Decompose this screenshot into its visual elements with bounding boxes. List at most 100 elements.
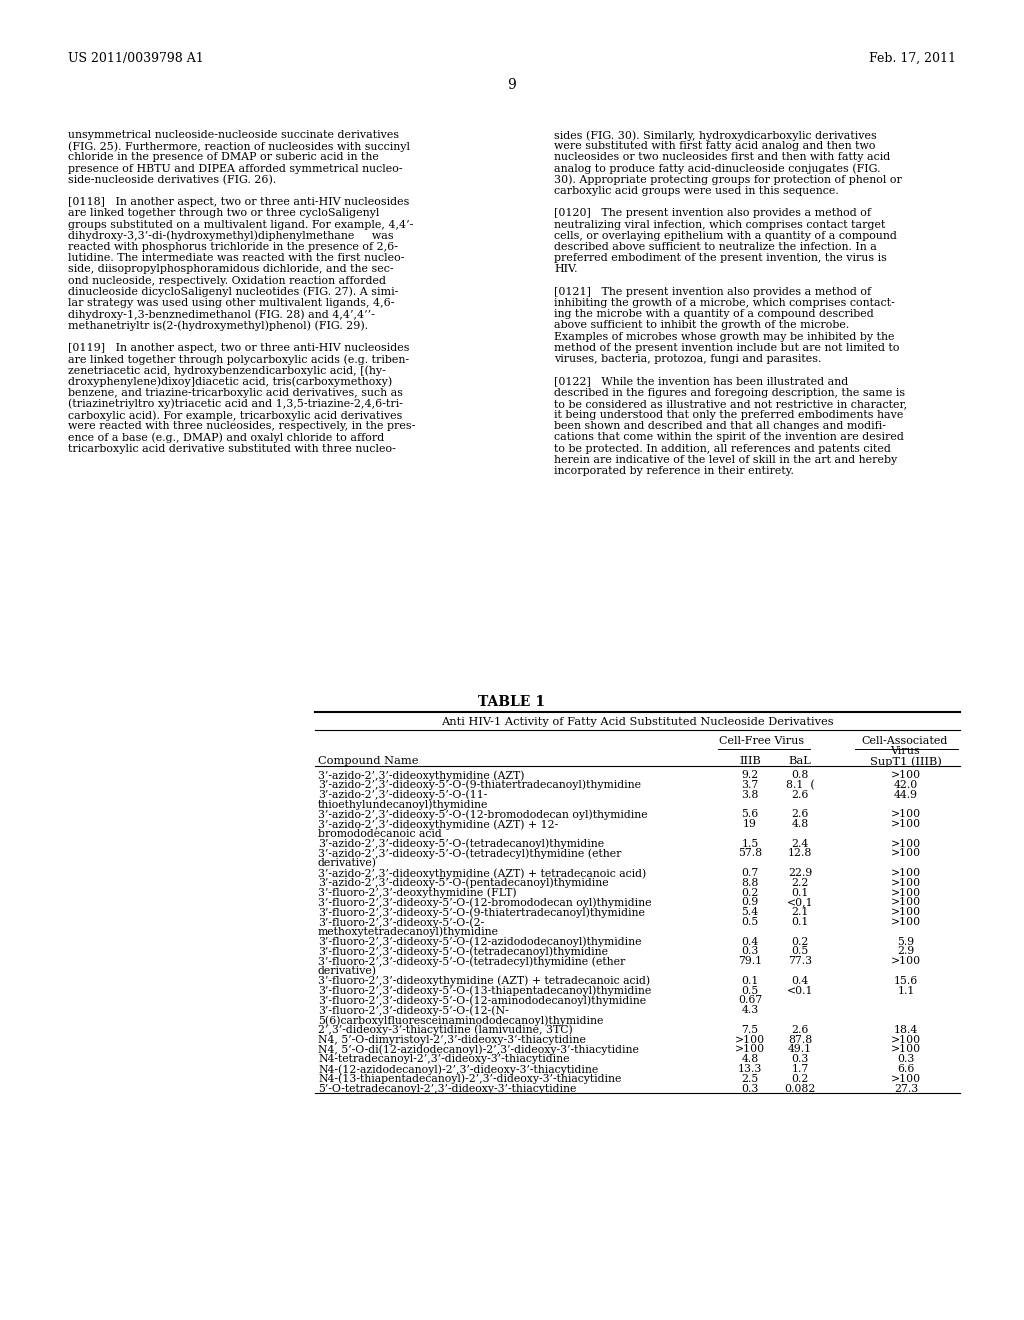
Text: unsymmetrical nucleoside-nucleoside succinate derivatives: unsymmetrical nucleoside-nucleoside succ…	[68, 129, 399, 140]
Text: Cell-Free Virus: Cell-Free Virus	[720, 737, 805, 746]
Text: above sufficient to inhibit the growth of the microbe.: above sufficient to inhibit the growth o…	[554, 321, 849, 330]
Text: described above sufficient to neutralize the infection. In a: described above sufficient to neutralize…	[554, 242, 877, 252]
Text: 5.9: 5.9	[897, 937, 914, 946]
Text: >100: >100	[891, 849, 921, 858]
Text: 4.8: 4.8	[792, 818, 809, 829]
Text: 3’-fluoro-2’,3’-dideoxy-5’-O-(tetradecanoyl)thymidine: 3’-fluoro-2’,3’-dideoxy-5’-O-(tetradecan…	[318, 946, 608, 957]
Text: thioethylundecanoyl)thymidine: thioethylundecanoyl)thymidine	[318, 800, 488, 810]
Text: 0.4: 0.4	[792, 975, 809, 986]
Text: >100: >100	[891, 1073, 921, 1084]
Text: 57.8: 57.8	[738, 849, 762, 858]
Text: 0.67: 0.67	[738, 995, 762, 1006]
Text: derivative): derivative)	[318, 858, 377, 869]
Text: 3’-fluoro-2’,3’-deoxythymidine (FLT): 3’-fluoro-2’,3’-deoxythymidine (FLT)	[318, 887, 517, 898]
Text: described in the figures and foregoing description, the same is: described in the figures and foregoing d…	[554, 388, 905, 397]
Text: 0.1: 0.1	[792, 917, 809, 927]
Text: HIV.: HIV.	[554, 264, 578, 275]
Text: been shown and described and that all changes and modifi-: been shown and described and that all ch…	[554, 421, 886, 432]
Text: 0.2: 0.2	[792, 937, 809, 946]
Text: US 2011/0039798 A1: US 2011/0039798 A1	[68, 51, 204, 65]
Text: 8.1  (: 8.1 (	[785, 780, 814, 791]
Text: 4.8: 4.8	[741, 1055, 759, 1064]
Text: 5(6)carboxylfluoresceinaminododecanoyl)thymidine: 5(6)carboxylfluoresceinaminododecanoyl)t…	[318, 1015, 603, 1026]
Text: BaL: BaL	[788, 756, 811, 766]
Text: methoxytetradecanoyl)thymidine: methoxytetradecanoyl)thymidine	[318, 927, 499, 937]
Text: >100: >100	[891, 956, 921, 966]
Text: 18.4: 18.4	[894, 1024, 919, 1035]
Text: Compound Name: Compound Name	[318, 756, 419, 766]
Text: 3’-azido-2’,3’-dideoxy-5’-O-(tetradecyl)thymidine (ether: 3’-azido-2’,3’-dideoxy-5’-O-(tetradecyl)…	[318, 849, 622, 859]
Text: 2.6: 2.6	[792, 809, 809, 820]
Text: >100: >100	[891, 907, 921, 917]
Text: dihydroxy-1,3-benznedimethanol (FIG. 28) and 4,4’,4’’-: dihydroxy-1,3-benznedimethanol (FIG. 28)…	[68, 309, 375, 319]
Text: 77.3: 77.3	[787, 956, 812, 966]
Text: 13.3: 13.3	[738, 1064, 762, 1074]
Text: 0.5: 0.5	[741, 986, 759, 995]
Text: 0.7: 0.7	[741, 869, 759, 878]
Text: >100: >100	[891, 917, 921, 927]
Text: 5.6: 5.6	[741, 809, 759, 820]
Text: [0119]   In another aspect, two or three anti-HIV nucleosides: [0119] In another aspect, two or three a…	[68, 343, 410, 352]
Text: >100: >100	[891, 878, 921, 888]
Text: 0.8: 0.8	[792, 770, 809, 780]
Text: 0.3: 0.3	[897, 1055, 914, 1064]
Text: 0.2: 0.2	[792, 1073, 809, 1084]
Text: 87.8: 87.8	[787, 1035, 812, 1044]
Text: SupT1 (IIIB): SupT1 (IIIB)	[870, 756, 942, 767]
Text: nucleosides or two nucleosides first and then with fatty acid: nucleosides or two nucleosides first and…	[554, 152, 890, 162]
Text: Examples of microbes whose growth may be inhibited by the: Examples of microbes whose growth may be…	[554, 331, 895, 342]
Text: [0122]   While the invention has been illustrated and: [0122] While the invention has been illu…	[554, 376, 848, 387]
Text: zenetriacetic acid, hydroxybenzendicarboxylic acid, [(hy-: zenetriacetic acid, hydroxybenzendicarbo…	[68, 366, 386, 376]
Text: >100: >100	[891, 869, 921, 878]
Text: 3’-azido-2’,3’-dideoxythymidine (AZT): 3’-azido-2’,3’-dideoxythymidine (AZT)	[318, 770, 524, 780]
Text: Feb. 17, 2011: Feb. 17, 2011	[869, 51, 956, 65]
Text: cations that come within the spirit of the invention are desired: cations that come within the spirit of t…	[554, 433, 904, 442]
Text: side-nucleoside derivatives (FIG. 26).: side-nucleoside derivatives (FIG. 26).	[68, 174, 276, 185]
Text: methanetriyltr is(2-(hydroxymethyl)phenol) (FIG. 29).: methanetriyltr is(2-(hydroxymethyl)pheno…	[68, 321, 368, 331]
Text: ence of a base (e.g., DMAP) and oxalyl chloride to afford: ence of a base (e.g., DMAP) and oxalyl c…	[68, 433, 384, 444]
Text: 3’-azido-2’,3’-dideoxy-5’-O-(9-thiatertradecanoyl)thymidine: 3’-azido-2’,3’-dideoxy-5’-O-(9-thiatertr…	[318, 780, 641, 791]
Text: <0.1: <0.1	[786, 986, 813, 995]
Text: neutralizing viral infection, which comprises contact target: neutralizing viral infection, which comp…	[554, 219, 886, 230]
Text: 3’-fluoro-2’,3’-dideoxy-5’-O-(12-bromododecan oyl)thymidine: 3’-fluoro-2’,3’-dideoxy-5’-O-(12-bromodo…	[318, 898, 651, 908]
Text: 1.7: 1.7	[792, 1064, 809, 1074]
Text: 3.8: 3.8	[741, 789, 759, 800]
Text: <0,1: <0,1	[786, 898, 813, 907]
Text: TABLE 1: TABLE 1	[478, 696, 546, 709]
Text: reacted with phosphorus trichloride in the presence of 2,6-: reacted with phosphorus trichloride in t…	[68, 242, 398, 252]
Text: 3’-azido-2’,3’-dideoxythymidine (AZT) + tetradecanoic acid): 3’-azido-2’,3’-dideoxythymidine (AZT) + …	[318, 869, 646, 879]
Text: >100: >100	[891, 1035, 921, 1044]
Text: lar strategy was used using other multivalent ligands, 4,6-: lar strategy was used using other multiv…	[68, 298, 394, 308]
Text: herein are indicative of the level of skill in the art and hereby: herein are indicative of the level of sk…	[554, 455, 897, 465]
Text: to be protected. In addition, all references and patents cited: to be protected. In addition, all refere…	[554, 444, 891, 454]
Text: inhibiting the growth of a microbe, which comprises contact-: inhibiting the growth of a microbe, whic…	[554, 298, 895, 308]
Text: >100: >100	[735, 1044, 765, 1055]
Text: 2.6: 2.6	[792, 1024, 809, 1035]
Text: Cell-Associated: Cell-Associated	[862, 737, 948, 746]
Text: 3’-azido-2’,3’-dideoxy-5’-O-(11-: 3’-azido-2’,3’-dideoxy-5’-O-(11-	[318, 789, 487, 800]
Text: derivative): derivative)	[318, 966, 377, 977]
Text: were substituted with first fatty acid analog and then two: were substituted with first fatty acid a…	[554, 141, 876, 152]
Text: 0.4: 0.4	[741, 937, 759, 946]
Text: groups substituted on a multivalent ligand. For example, 4,4’-: groups substituted on a multivalent liga…	[68, 219, 414, 230]
Text: [0118]   In another aspect, two or three anti-HIV nucleosides: [0118] In another aspect, two or three a…	[68, 197, 410, 207]
Text: 4.3: 4.3	[741, 1006, 759, 1015]
Text: >100: >100	[891, 809, 921, 820]
Text: 2.1: 2.1	[792, 907, 809, 917]
Text: (triazinetriyltro xy)triacetic acid and 1,3,5-triazine-2,4,6-tri-: (triazinetriyltro xy)triacetic acid and …	[68, 399, 403, 409]
Text: are linked together through two or three cycloSaligenyl: are linked together through two or three…	[68, 209, 379, 218]
Text: ond nucleoside, respectively. Oxidation reaction afforded: ond nucleoside, respectively. Oxidation …	[68, 276, 386, 285]
Text: viruses, bacteria, protozoa, fungi and parasites.: viruses, bacteria, protozoa, fungi and p…	[554, 354, 821, 364]
Text: 79.1: 79.1	[738, 956, 762, 966]
Text: 2.5: 2.5	[741, 1073, 759, 1084]
Text: 3’-fluoro-2’,3’-dideoxy-5’-O-(tetradecyl)thymidine (ether: 3’-fluoro-2’,3’-dideoxy-5’-O-(tetradecyl…	[318, 956, 626, 966]
Text: 0.1: 0.1	[741, 975, 759, 986]
Text: 2.2: 2.2	[792, 878, 809, 888]
Text: 9: 9	[508, 78, 516, 92]
Text: to be considered as illustrative and not restrictive in character,: to be considered as illustrative and not…	[554, 399, 907, 409]
Text: >100: >100	[891, 898, 921, 907]
Text: 0.1: 0.1	[792, 887, 809, 898]
Text: 0.2: 0.2	[741, 887, 759, 898]
Text: >100: >100	[891, 818, 921, 829]
Text: 0.5: 0.5	[741, 917, 759, 927]
